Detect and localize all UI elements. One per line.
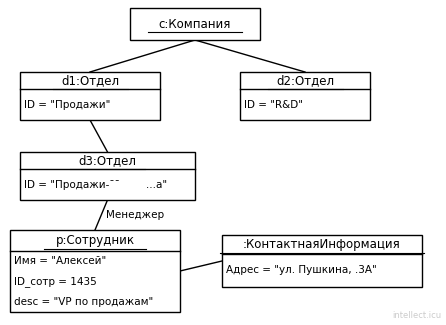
Text: d3:Отдел: d3:Отдел [78,154,136,167]
Text: intellect.icu: intellect.icu [392,311,441,320]
Bar [130,8,260,40]
Bar [20,72,160,120]
Text: p:Сотрудник: p:Сотрудник [55,234,135,247]
Text: Менеджер: Менеджер [106,210,165,220]
Text: :КонтактнаяИнформация: :КонтактнаяИнформация [243,238,401,251]
Text: ID = "Продажи-¯¯        ...а": ID = "Продажи-¯¯ ...а" [24,180,167,190]
Bar [10,230,180,312]
Bar [20,152,195,200]
Text: c:Компания: c:Компания [159,18,231,31]
Text: ID = "R&D": ID = "R&D" [244,100,303,110]
Text: Имя = "Алексей": Имя = "Алексей" [14,256,106,266]
Text: d1:Отдел: d1:Отдел [61,74,119,87]
Bar [222,235,422,287]
Text: Адрес = "ул. Пушкина, .3А": Адрес = "ул. Пушкина, .3А" [226,265,377,275]
Text: ID_сотр = 1435: ID_сотр = 1435 [14,276,97,287]
Text: ID = "Продажи": ID = "Продажи" [24,100,110,110]
Text: desc = "VP по продажам": desc = "VP по продажам" [14,297,153,307]
Bar [240,72,370,120]
Text: d2:Отдел: d2:Отдел [276,74,334,87]
